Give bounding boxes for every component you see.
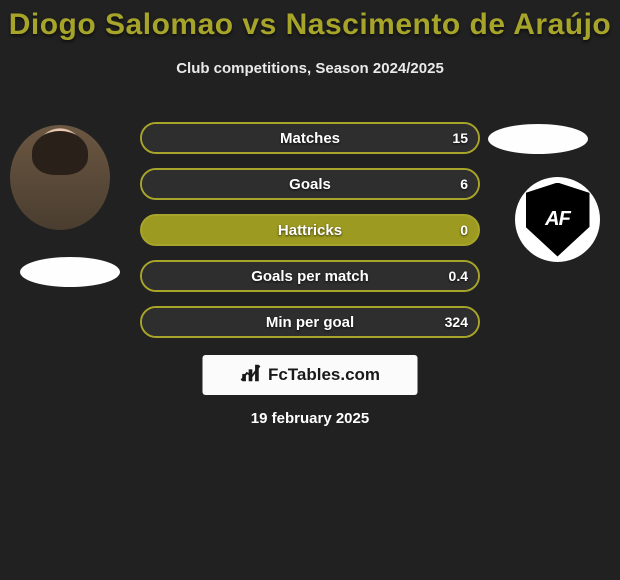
player-right-badge: AF <box>515 177 600 262</box>
stat-bar-right-value: 6 <box>460 170 468 198</box>
stat-bar-label: Goals per match <box>142 262 478 290</box>
subtitle: Club competitions, Season 2024/2025 <box>0 60 620 77</box>
bar-chart-icon <box>240 362 262 389</box>
stat-bar-right-value: 0 <box>460 216 468 244</box>
stat-bar: Matches15 <box>140 122 480 154</box>
comparison-card: Diogo Salomao vs Nascimento de Araújo Cl… <box>0 0 620 580</box>
stat-bars: Matches15 Goals6 Hattricks0 Goals per match… <box>140 122 480 352</box>
source-logo-text: FcTables.com <box>268 365 380 385</box>
club-shield-text: AF <box>545 208 570 231</box>
source-logo-box: FcTables.com <box>203 355 418 395</box>
club-shield-icon: AF <box>526 183 590 257</box>
stat-bar: Min per goal324 <box>140 306 480 338</box>
player-right-flag <box>488 124 588 154</box>
stat-bar: Goals per match0.4 <box>140 260 480 292</box>
page-title: Diogo Salomao vs Nascimento de Araújo <box>0 0 620 42</box>
player-left-photo <box>10 125 110 230</box>
stat-bar-label: Goals <box>142 170 478 198</box>
stat-bar-label: Min per goal <box>142 308 478 336</box>
stat-bar-label: Hattricks <box>142 216 478 244</box>
stat-bar-right-value: 15 <box>452 124 468 152</box>
player-left-photo-placeholder <box>10 125 110 230</box>
stat-bar-right-value: 0.4 <box>449 262 468 290</box>
snapshot-date: 19 february 2025 <box>0 410 620 427</box>
stat-bar-label: Matches <box>142 124 478 152</box>
stat-bar-right-value: 324 <box>445 308 468 336</box>
stat-bar: Goals6 <box>140 168 480 200</box>
stat-bar: Hattricks0 <box>140 214 480 246</box>
player-left-flag <box>20 257 120 287</box>
player-right-badge-bg: AF <box>515 177 600 262</box>
